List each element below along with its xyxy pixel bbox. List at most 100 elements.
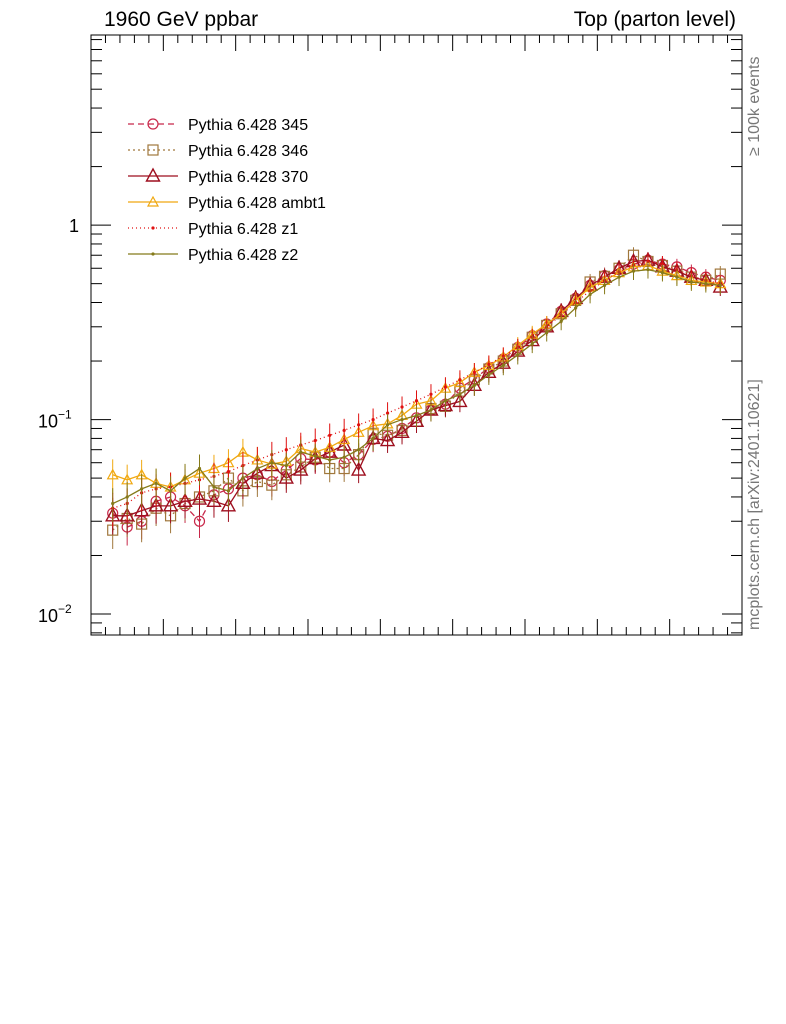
data-point <box>371 417 375 422</box>
data-point <box>151 252 155 256</box>
data-point <box>530 342 534 346</box>
y-tick-label: 1 <box>69 216 79 236</box>
data-point <box>357 423 361 427</box>
plot-frame <box>90 34 743 636</box>
legend-label: Pythia 6.428 z2 <box>188 247 298 264</box>
data-point <box>177 492 193 507</box>
data-point <box>284 463 288 468</box>
data-point <box>133 502 150 517</box>
data-point <box>206 492 222 507</box>
series-4 <box>111 253 722 528</box>
data-point <box>385 411 390 415</box>
data-point <box>660 262 665 266</box>
data-point <box>193 515 206 527</box>
data-point <box>472 383 476 387</box>
data-point <box>148 497 164 512</box>
data-point <box>284 448 288 452</box>
data-point <box>191 490 208 505</box>
data-point <box>414 413 419 418</box>
data-point <box>328 458 332 462</box>
data-point <box>241 476 245 480</box>
y-tick-label: 10 <box>38 412 58 432</box>
data-point <box>140 487 144 491</box>
data-point <box>357 448 361 452</box>
data-point <box>675 275 679 279</box>
y-tick-label-exponent: −2 <box>58 602 72 616</box>
data-point <box>443 385 448 389</box>
data-point <box>168 489 173 493</box>
series-5 <box>111 261 722 523</box>
axis-ticks <box>90 35 743 635</box>
chart-title-left: 1960 GeV ppbar <box>104 8 259 31</box>
data-point <box>414 399 419 403</box>
data-point <box>429 408 433 412</box>
legend-label: Pythia 6.428 345 <box>188 117 308 134</box>
data-point <box>458 392 462 396</box>
data-point <box>602 283 607 287</box>
data-point <box>226 470 231 474</box>
data-point <box>646 268 650 272</box>
data-point <box>704 282 708 286</box>
data-point <box>516 353 520 357</box>
data-point <box>588 292 592 297</box>
data-point <box>379 432 396 447</box>
data-point <box>429 392 433 396</box>
data-point <box>350 461 367 476</box>
data-point <box>212 485 216 489</box>
data-point <box>313 438 317 443</box>
data-point <box>183 476 187 480</box>
series-line <box>112 269 721 505</box>
data-point <box>328 433 332 437</box>
data-point <box>458 378 462 382</box>
data-point <box>559 319 563 323</box>
legend-label: Pythia 6.428 346 <box>188 143 308 160</box>
data-point <box>147 144 159 156</box>
legend-label: Pythia 6.428 ambt1 <box>188 195 326 212</box>
data-point <box>220 497 237 512</box>
data-point <box>545 331 549 335</box>
legend-label: Pythia 6.428 370 <box>188 169 308 186</box>
data-point <box>472 370 476 374</box>
data-point <box>342 428 346 432</box>
data-point <box>394 423 410 439</box>
series-layer <box>105 247 728 549</box>
data-point <box>145 167 161 182</box>
data-point <box>125 495 129 499</box>
data-point <box>146 195 160 207</box>
data-point <box>371 436 375 441</box>
data-point <box>487 362 491 367</box>
data-point <box>443 399 448 403</box>
data-point <box>299 450 303 454</box>
data-point <box>293 461 309 476</box>
data-point <box>689 280 693 284</box>
data-point <box>226 489 231 493</box>
data-point <box>197 466 202 471</box>
data-point <box>385 423 390 427</box>
data-point <box>660 270 665 275</box>
y-axis-labels: 10 −210 −11 <box>38 216 79 626</box>
legend: Pythia 6.428 345 Pythia 6.428 346 Pythia 6… <box>128 117 326 264</box>
data-point <box>452 392 468 408</box>
data-point <box>313 454 317 458</box>
y-tick-label-exponent: −1 <box>58 408 72 422</box>
y-tick-label: 10 <box>38 606 58 626</box>
data-point <box>718 283 722 287</box>
data-point <box>255 466 259 471</box>
data-point <box>147 118 159 130</box>
data-point <box>342 455 346 459</box>
data-point <box>400 405 404 409</box>
data-point <box>646 259 650 264</box>
data-point <box>106 468 119 480</box>
data-point <box>574 306 578 310</box>
data-point <box>162 497 179 512</box>
data-point <box>487 373 491 377</box>
data-point <box>111 501 115 506</box>
data-point <box>631 269 636 273</box>
data-point <box>617 275 621 279</box>
series-line <box>112 264 721 488</box>
data-point <box>278 469 294 484</box>
chart-title-right: Top (parton level) <box>573 8 736 31</box>
data-point <box>154 481 158 485</box>
data-point <box>501 363 505 367</box>
